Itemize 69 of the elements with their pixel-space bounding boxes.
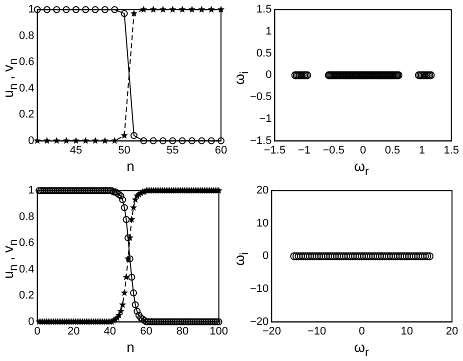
point [62,6,70,14]
point [208,137,215,144]
x-tick-label: 45 [70,144,82,156]
x-tick-label: 1.5 [444,144,460,156]
point [43,6,50,14]
x-tick-label: 40 [104,325,116,338]
point [111,6,118,14]
y-tick-label: 0.6 [18,56,34,68]
point [130,132,138,140]
x-tick-label: −1 [298,144,310,156]
y-tick-label: −20 [250,316,269,328]
x-tick-label: 55 [166,144,179,156]
x-tick-label: 1 [418,144,425,156]
y-tick-label: −0.5 [250,91,272,104]
x-tick-label: 100 [210,325,228,338]
point [101,6,108,14]
point [218,137,224,144]
point [120,132,128,139]
x-axis-title: ω$_{r}$ [353,158,370,178]
y-tick-label: 10 [256,217,269,230]
x-tick-label: −0.5 [322,144,344,156]
y-tick-label: 1 [28,184,34,197]
x-axis-title: n [126,158,136,174]
y-tick-label: 20 [256,184,269,197]
y-tick-label: 0.4 [18,263,34,276]
y-tick-label: 0.2 [18,290,34,302]
x-tick-label: 0 [360,144,366,156]
point [72,6,80,14]
point [178,137,186,144]
point [130,10,138,17]
point [150,137,157,144]
y-tick-label: 0 [262,250,269,262]
x-axis-title: ω$_{r}$ [353,339,370,359]
point [198,137,206,144]
point [34,6,41,14]
point [169,137,176,144]
y-tick-label: 0 [28,316,34,328]
x-tick-label: 80 [176,325,189,338]
y-tick-label: −10 [250,283,269,296]
x-tick-label: 20 [446,325,458,338]
x-tick-label: 10 [400,325,414,338]
x-tick-label: −10 [307,325,326,338]
point [53,6,60,14]
y-tick-label: 1.5 [256,4,272,16]
x-tick-label: 60 [140,325,152,338]
x-tick-label: 60 [214,144,228,156]
point [82,6,90,14]
y-tick-label: −1 [259,112,272,125]
y-tick-label: 0.5 [256,47,272,60]
x-tick-label: 0 [358,325,365,338]
y-tick-label: 0.8 [18,210,34,223]
y-tick-label: 0 [28,134,34,147]
point [140,137,148,144]
x-tick-label: 50 [118,144,130,156]
point [120,10,128,18]
y-tick-label: −1.5 [250,134,272,147]
y-tick-label: 0.4 [18,82,34,94]
y-tick-label: 0.2 [18,108,34,121]
y-tick-label: 1 [266,26,272,38]
y-tick-label: 0.8 [18,30,34,42]
x-tick-label: 0.5 [384,144,400,156]
x-tick-label: 20 [67,325,80,338]
point [188,137,196,144]
point [159,137,166,144]
point [92,6,99,14]
y-tick-label: 0.6 [18,237,34,250]
y-tick-label: 1 [28,4,34,16]
y-tick-label: 0 [266,69,272,82]
x-axis-title: n [126,339,136,355]
